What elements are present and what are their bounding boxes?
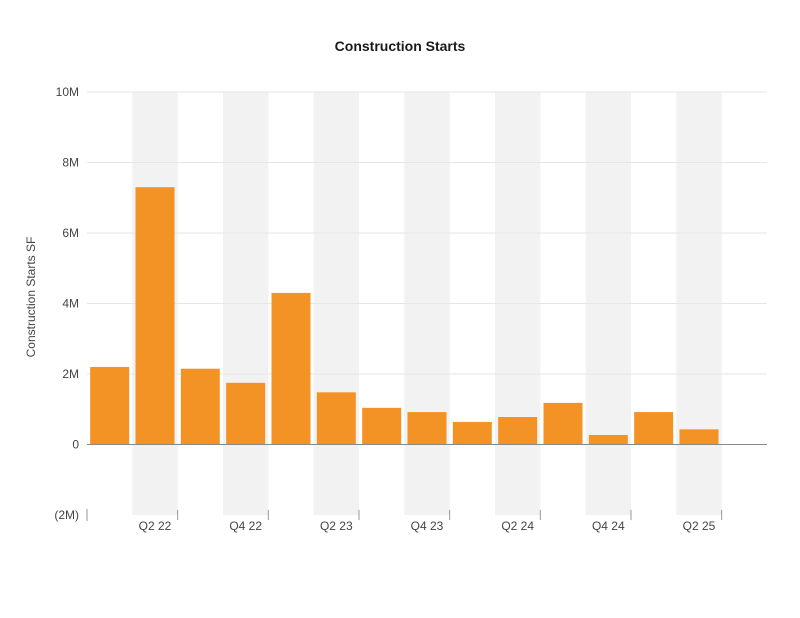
bar-q4-23 <box>407 412 447 445</box>
y-tick-label: 0 <box>72 438 79 452</box>
bar-q4-22 <box>226 382 266 445</box>
bar-q2-24 <box>498 417 538 445</box>
x-tick-label: Q4 24 <box>592 519 625 533</box>
y-axis: (2M) 0 2M 4M 6M 8M 10M <box>54 85 79 522</box>
bar-q1-25 <box>634 412 674 445</box>
y-tick-label: 4M <box>62 297 79 311</box>
bar-q1-23 <box>271 292 311 445</box>
x-tick-label: Q2 22 <box>139 519 172 533</box>
bar-q4-24 <box>588 434 628 445</box>
y-tick-label: (2M) <box>54 508 79 522</box>
bar-q1-22 <box>90 366 130 445</box>
x-tick-label: Q4 23 <box>411 519 444 533</box>
bar-q2-22 <box>135 187 175 445</box>
chart-title: Construction Starts <box>335 38 466 54</box>
y-tick-label: 2M <box>62 367 79 381</box>
bar-q3-24 <box>543 402 583 445</box>
bar-q2-25 <box>679 429 719 445</box>
x-axis: Q2 22 Q4 22 Q2 23 Q4 23 Q2 24 Q4 24 Q2 25 <box>86 444 767 533</box>
x-tick-label: Q2 24 <box>501 519 534 533</box>
y-tick-label: 8M <box>62 156 79 170</box>
bars <box>90 187 719 445</box>
x-tick-label: Q2 23 <box>320 519 353 533</box>
bar-q1-24 <box>452 421 492 445</box>
y-tick-label: 6M <box>62 226 79 240</box>
bar-q3-22 <box>180 368 220 445</box>
y-axis-title: Construction Starts SF <box>24 237 38 358</box>
y-tick-label: 10M <box>56 85 79 99</box>
x-tick-label: Q4 22 <box>229 519 262 533</box>
x-tick-label: Q2 25 <box>683 519 716 533</box>
bar-q2-23 <box>316 392 356 445</box>
bar-q3-23 <box>362 407 402 445</box>
